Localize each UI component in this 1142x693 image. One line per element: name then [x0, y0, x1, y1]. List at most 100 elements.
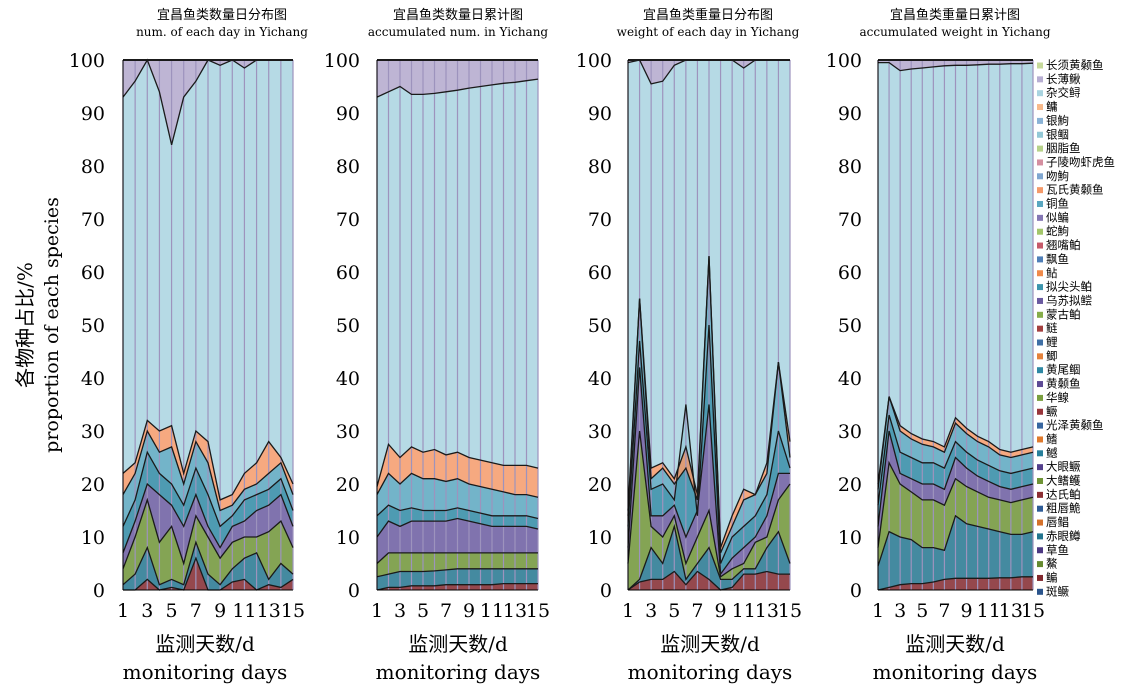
- legend-swatch-32: [1037, 491, 1043, 498]
- legend-label-18: 乌苏拟鲿: [1046, 293, 1092, 307]
- panel-2-x-tick-1: 1: [371, 600, 383, 622]
- legend-swatch-6: [1037, 131, 1043, 138]
- legend-label-11: 铜鱼: [1046, 197, 1069, 211]
- panel-3-y-tick-70: 70: [588, 209, 612, 231]
- panel-3-x-tick-9: 9: [715, 600, 727, 622]
- legend-swatch-28: [1037, 436, 1043, 443]
- panel-3-x-tick-13: 13: [755, 600, 779, 622]
- panel-2-y-tick-70: 70: [336, 209, 360, 231]
- legend-label-7: 胭脂鱼: [1046, 141, 1081, 155]
- legend-swatch-29: [1037, 450, 1043, 457]
- legend-label-16: 鲇: [1046, 266, 1058, 280]
- panel-1-y-tick-10: 10: [81, 527, 105, 549]
- panel-4-boundary-6: [877, 396, 1034, 490]
- panel-2-boundary-8: [376, 78, 539, 98]
- legend-label-32: 达氏鲌: [1046, 487, 1081, 501]
- panel-3-y-tick-20: 20: [588, 474, 612, 496]
- panel-4-y-tick-100: 100: [826, 50, 862, 72]
- panel-2-title: 宜昌鱼类数量日累计图: [393, 7, 523, 23]
- legend-swatch-14: [1037, 242, 1043, 249]
- panel-2-y-tick-10: 10: [336, 527, 360, 549]
- legend-swatch-19: [1037, 311, 1043, 318]
- panel-1-y-tick-80: 80: [81, 156, 105, 178]
- panel-1-x-tick-1: 1: [117, 600, 129, 622]
- panel-2-x-tick-15: 15: [526, 600, 550, 622]
- legend-swatch-27: [1037, 422, 1043, 429]
- panel-4-boundary-5: [877, 414, 1034, 506]
- legend-label-36: 草鱼: [1046, 543, 1069, 557]
- legend-label-28: 鳍: [1046, 432, 1058, 446]
- legend-swatch-11: [1037, 201, 1043, 207]
- panel-4-subtitle: accumulated weight in Yichang: [859, 25, 1050, 39]
- legend-swatch-39: [1037, 588, 1043, 595]
- panel-4-x-tick-1: 1: [872, 600, 884, 622]
- panel-1-boundary-3: [122, 497, 294, 570]
- legend-label-4: 鳙: [1046, 100, 1058, 114]
- legend-label-9: 吻鮈: [1046, 169, 1069, 183]
- panel-3-boundary-5: [627, 324, 791, 564]
- panel-1-y-tick-30: 30: [81, 421, 105, 443]
- panel-2-x-tick-13: 13: [503, 600, 527, 622]
- panel-2-band-5: [377, 505, 538, 537]
- panel-3-band-6: [628, 256, 790, 564]
- panel-3-boundary-3: [627, 430, 791, 578]
- panel-4-x-tick-5: 5: [916, 600, 928, 622]
- panel-2-x-tick-3: 3: [394, 600, 406, 622]
- panel-2-x-tick-7: 7: [440, 600, 452, 622]
- legend-swatch-17: [1037, 284, 1043, 291]
- panel-1-y-tick-50: 50: [81, 315, 105, 337]
- legend-label-1: 长须黄颡鱼: [1046, 58, 1104, 72]
- panel-2-y-tick-80: 80: [336, 156, 360, 178]
- legend-label-20: 鲢: [1046, 321, 1058, 335]
- legend-label-26: 鳜: [1046, 404, 1058, 418]
- panel-1-boundary-4: [122, 482, 294, 554]
- panel-4-x-tick-3: 3: [894, 600, 906, 622]
- panel-3-band-9: [628, 60, 790, 84]
- panel-1-y-tick-60: 60: [81, 262, 105, 284]
- legend-label-29: 鳡: [1046, 446, 1058, 460]
- panel-3-boundary-1: [627, 570, 790, 591]
- panel-3-xlabel-cn: 监测天数/d: [660, 632, 760, 656]
- panel-2-x-tick-11: 11: [480, 600, 504, 622]
- panel-1-boundary-2: [122, 540, 294, 586]
- panel-1-xlabel-cn: 监测天数/d: [155, 632, 255, 656]
- panel-3-y-tick-100: 100: [576, 50, 612, 72]
- panel-3-subtitle: weight of each day in Yichang: [617, 25, 800, 39]
- legend-swatch-31: [1037, 478, 1043, 484]
- panel-3-x-tick-5: 5: [668, 600, 680, 622]
- panel-4-boundary-1: [877, 576, 1033, 591]
- panel-4-y-tick-60: 60: [838, 262, 862, 284]
- panel-4-y-tick-40: 40: [838, 368, 862, 390]
- panel-2-boundary-3: [376, 552, 538, 564]
- panel-1-x-tick-9: 9: [214, 600, 226, 622]
- panel-2-boundary-6: [376, 472, 539, 498]
- panel-3-y-tick-40: 40: [588, 368, 612, 390]
- panel-2-boundary-2: [376, 568, 538, 578]
- legend-swatch-4: [1037, 104, 1043, 111]
- panel-2-y-tick-0: 0: [348, 580, 360, 602]
- legend-label-6: 银鲴: [1046, 127, 1069, 141]
- legend-label-27: 光泽黄颡鱼: [1046, 418, 1104, 432]
- legend-swatch-3: [1037, 90, 1043, 97]
- panel-4-y-tick-30: 30: [838, 421, 862, 443]
- legend-swatch-2: [1037, 76, 1043, 83]
- legend-label-8: 子陵吻虾虎鱼: [1046, 155, 1115, 169]
- legend-swatch-18: [1037, 297, 1043, 304]
- panel-3-y-tick-60: 60: [588, 262, 612, 284]
- panel-4-y-tick-0: 0: [850, 580, 862, 602]
- panel-2-xlabel-cn: 监测天数/d: [408, 632, 508, 656]
- panel-4-band-4: [878, 431, 1033, 548]
- panel-1-x-tick-5: 5: [166, 600, 178, 622]
- panel-1-x-tick-7: 7: [190, 600, 202, 622]
- legend-swatch-12: [1037, 214, 1043, 221]
- panel-3-boundary-2: [627, 523, 791, 591]
- legend-label-2: 长薄鳅: [1046, 72, 1081, 86]
- panel-2-x-tick-9: 9: [463, 600, 475, 622]
- panel-1-xlabel-en: monitoring days: [123, 660, 288, 684]
- legend-swatch-15: [1037, 256, 1043, 263]
